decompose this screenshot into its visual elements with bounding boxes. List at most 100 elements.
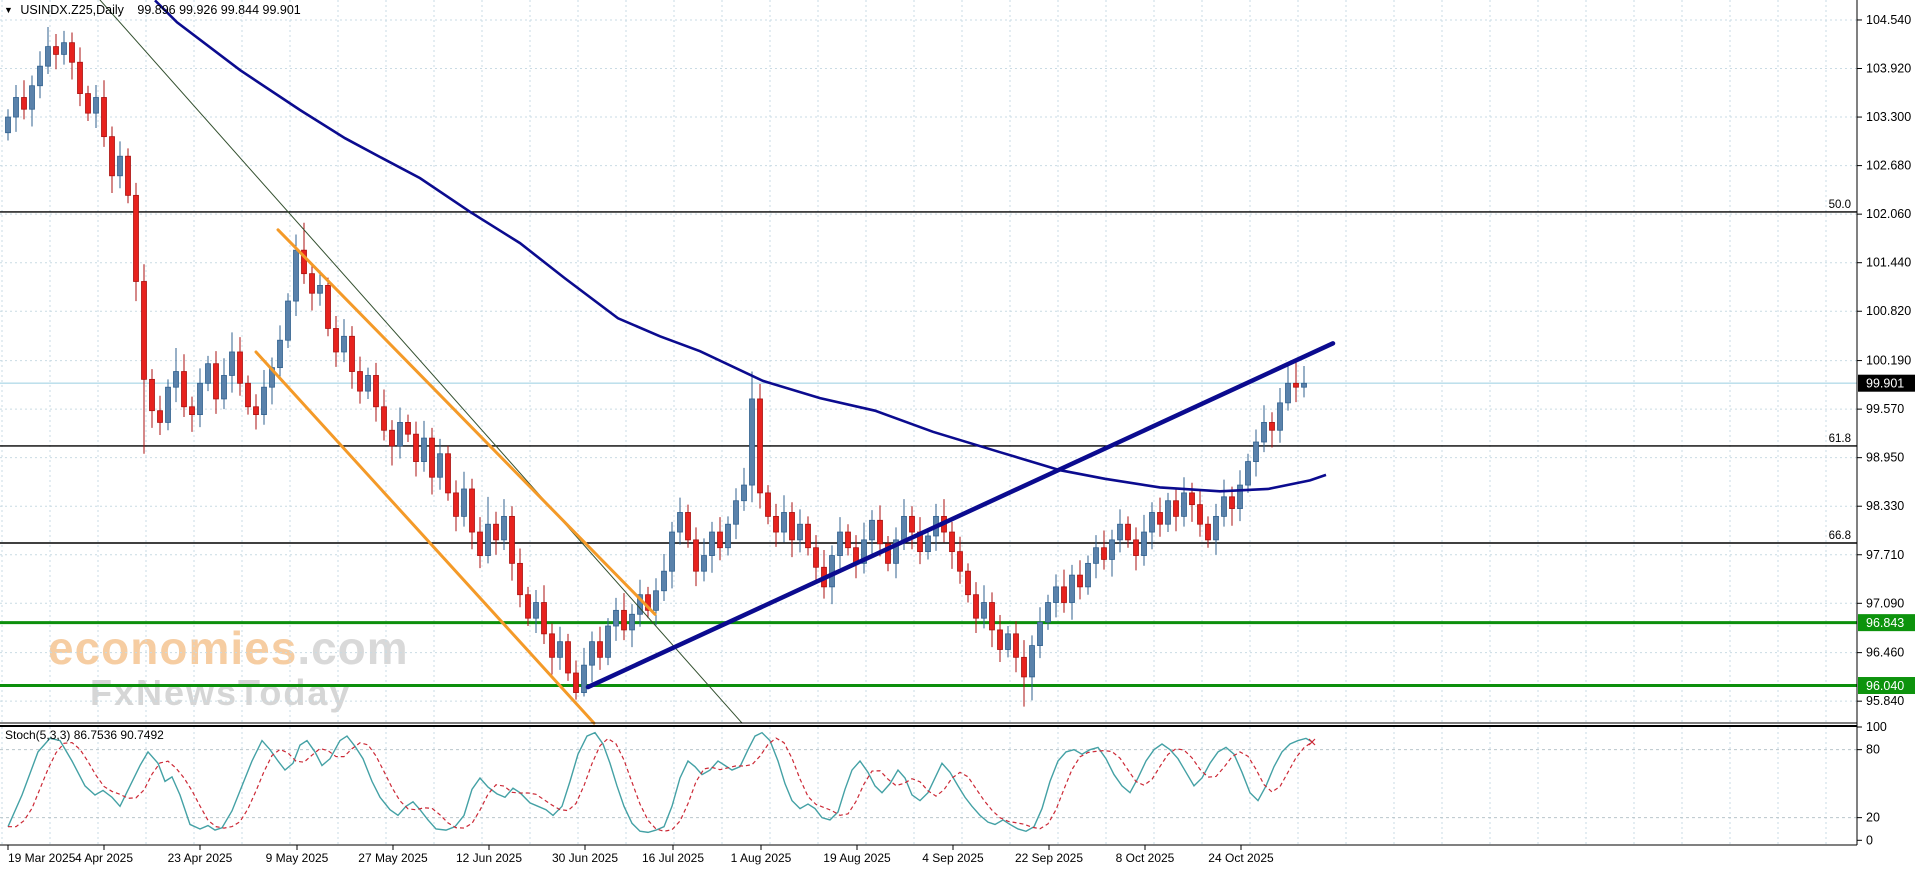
candle [1293, 359, 1299, 403]
candle [1301, 366, 1307, 398]
candle [997, 615, 1003, 663]
fib-level-label: 61.8 [1829, 433, 1851, 445]
candle [477, 517, 483, 569]
collapse-objects-icon[interactable]: ▼ [4, 5, 13, 15]
price-axis[interactable]: 104.540 103.920 103.300 102.680 102.060 101.4… [1857, 13, 1911, 847]
stoch-end-marker [1308, 738, 1316, 746]
candle [885, 535, 891, 572]
moving-average-line[interactable] [154, 0, 1327, 493]
watermark: economies.com FxNewsToday [48, 625, 409, 711]
candle [1013, 621, 1019, 673]
candle [1237, 470, 1243, 522]
candle [533, 589, 539, 634]
candle [989, 592, 995, 648]
candle [949, 521, 955, 569]
candle [629, 604, 635, 648]
candle [557, 626, 563, 670]
candle [893, 527, 899, 579]
candle [1053, 574, 1059, 618]
chart-title: ▼ USINDX.Z25,Daily 99.896 99.926 99.844 … [4, 3, 301, 17]
price-axis-label: 103.920 [1866, 62, 1911, 76]
candle [101, 80, 107, 147]
candle [1173, 488, 1179, 532]
symbol-period-label: USINDX.Z25,Daily [20, 3, 124, 17]
candle [45, 27, 51, 74]
candle [621, 593, 627, 641]
candle [709, 521, 715, 573]
support-price-box: 96.843 [1858, 614, 1915, 632]
candle [1253, 429, 1259, 477]
price-axis-label: 104.540 [1866, 13, 1911, 27]
candle [421, 420, 427, 472]
candle [301, 222, 307, 284]
date-axis-label: 19 Aug 2025 [823, 851, 891, 865]
candle [1165, 492, 1171, 533]
candle [1157, 497, 1163, 537]
price-axis-label: 100.190 [1866, 354, 1911, 368]
price-axis-label: 102.680 [1866, 159, 1911, 173]
candle [1133, 527, 1139, 571]
candle [381, 389, 387, 441]
candle [21, 80, 27, 120]
candle [125, 148, 131, 204]
stoch-axis-label: 80 [1866, 743, 1880, 757]
long-descending-thin[interactable] [99, 0, 743, 724]
candle [565, 633, 571, 681]
date-axis-label: 24 Oct 2025 [1208, 851, 1274, 865]
stoch-axis-label: 100 [1866, 720, 1887, 734]
support-lines[interactable] [0, 621, 1857, 688]
stoch-axis-label: 0 [1866, 833, 1873, 847]
candle [821, 550, 827, 599]
candle [429, 427, 435, 495]
date-axis-label: 22 Sep 2025 [1015, 851, 1083, 865]
candle [341, 319, 347, 363]
current-price-box: 99.901 [1858, 374, 1915, 392]
candle [1197, 489, 1203, 537]
candle [693, 527, 699, 587]
candle [1061, 569, 1067, 613]
price-axis-label: 103.300 [1866, 110, 1911, 124]
candle [517, 548, 523, 608]
candle [765, 485, 771, 525]
channel-upper-orange[interactable] [276, 228, 657, 616]
date-axis-label: 23 Apr 2025 [168, 851, 233, 865]
stoch-axis-label: 20 [1866, 811, 1880, 825]
candle [485, 496, 491, 564]
channel-lower-orange[interactable] [254, 350, 596, 725]
candle [661, 553, 667, 601]
date-axis[interactable]: 19 Mar 2025 4 Apr 2025 23 Apr 2025 9 May 20… [7, 845, 1274, 865]
candle [77, 47, 83, 107]
fibonacci-levels[interactable]: 50.0 61.8 66.8 [0, 199, 1857, 544]
candle [861, 522, 867, 574]
candle [653, 578, 659, 626]
candle [637, 579, 643, 627]
candle [1085, 555, 1091, 595]
watermark-brand-suffix: .com [297, 622, 409, 674]
price-axis-label: 98.330 [1866, 499, 1904, 513]
candle [1037, 607, 1043, 659]
candle [213, 351, 219, 414]
candle [165, 379, 171, 431]
price-axis-label: 97.090 [1866, 596, 1904, 610]
date-axis-label: 4 Apr 2025 [75, 851, 133, 865]
gridlines [0, 0, 1857, 845]
candle [957, 536, 963, 584]
date-axis-label: 30 Jun 2025 [552, 851, 618, 865]
candle [221, 358, 227, 410]
candle [1077, 560, 1083, 600]
candle [325, 277, 331, 337]
candle [261, 369, 267, 425]
candle [501, 499, 507, 551]
candle [1229, 486, 1235, 526]
candle [1069, 564, 1075, 620]
candle [245, 375, 251, 415]
fib-level-label: 50.0 [1829, 199, 1851, 211]
ascending-support-navy[interactable] [585, 341, 1336, 690]
candle [1277, 387, 1283, 443]
price-axis-label: 96.460 [1866, 646, 1904, 660]
candle [37, 51, 43, 99]
date-axis-label: 4 Sep 2025 [922, 851, 984, 865]
candle [373, 362, 379, 422]
candle [1221, 479, 1227, 527]
